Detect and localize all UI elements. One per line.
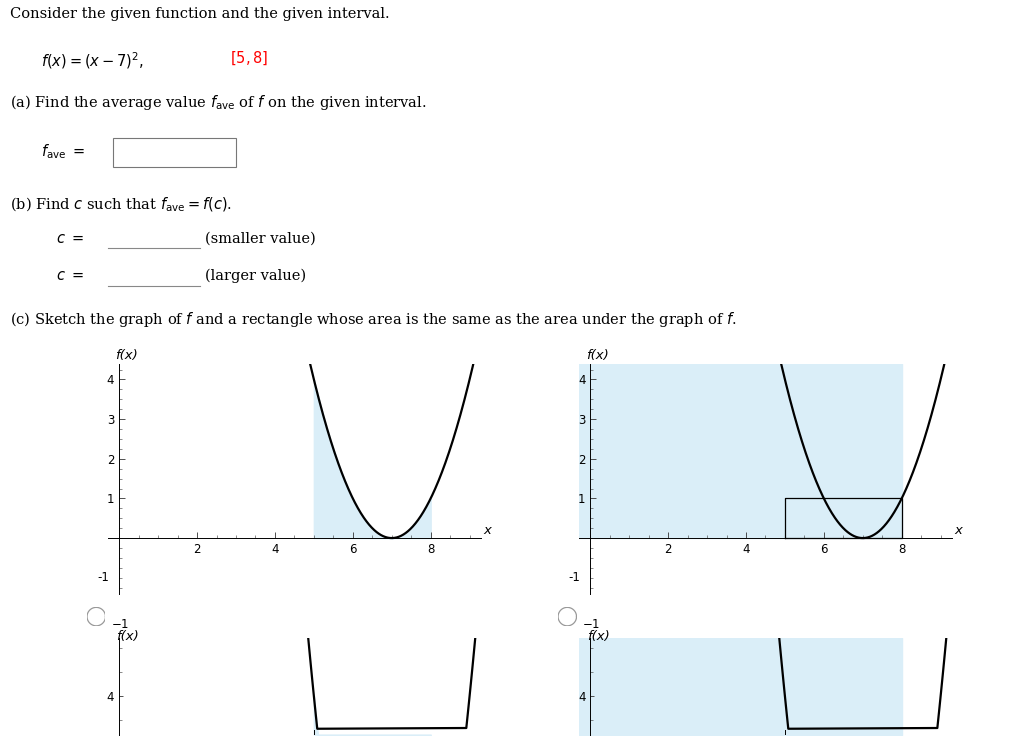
Text: f(x): f(x) (588, 630, 610, 643)
Text: Consider the given function and the given interval.: Consider the given function and the give… (10, 7, 390, 21)
Text: f(x): f(x) (117, 630, 139, 643)
Text: x: x (483, 525, 492, 537)
Text: (b) Find $c$ such that $f_{\rm ave} = f(c)$.: (b) Find $c$ such that $f_{\rm ave} = f(… (10, 196, 232, 214)
Text: (smaller value): (smaller value) (205, 232, 315, 246)
Text: $c\ =$: $c\ =$ (56, 269, 85, 283)
Text: -1: -1 (97, 571, 110, 584)
Text: $f_{\rm ave}\ =$: $f_{\rm ave}\ =$ (41, 142, 85, 161)
Text: (larger value): (larger value) (205, 269, 306, 283)
Text: $-1$: $-1$ (582, 618, 600, 631)
Text: $f(x) = (x - 7)^2,$: $f(x) = (x - 7)^2,$ (41, 50, 158, 70)
Text: x: x (954, 525, 963, 537)
Text: (c) Sketch the graph of $f$ and a rectangle whose area is the same as the area u: (c) Sketch the graph of $f$ and a rectan… (10, 310, 737, 329)
Text: (a) Find the average value $f_{\rm ave}$ of $f$ on the given interval.: (a) Find the average value $f_{\rm ave}$… (10, 93, 427, 111)
Text: $[5, 8]$: $[5, 8]$ (230, 50, 268, 68)
Text: $c\ =$: $c\ =$ (56, 232, 85, 246)
Text: f(x): f(x) (115, 349, 137, 361)
Text: $-1$: $-1$ (111, 618, 129, 631)
Text: -1: -1 (568, 571, 581, 584)
Text: f(x): f(x) (586, 349, 608, 361)
FancyBboxPatch shape (113, 138, 236, 168)
